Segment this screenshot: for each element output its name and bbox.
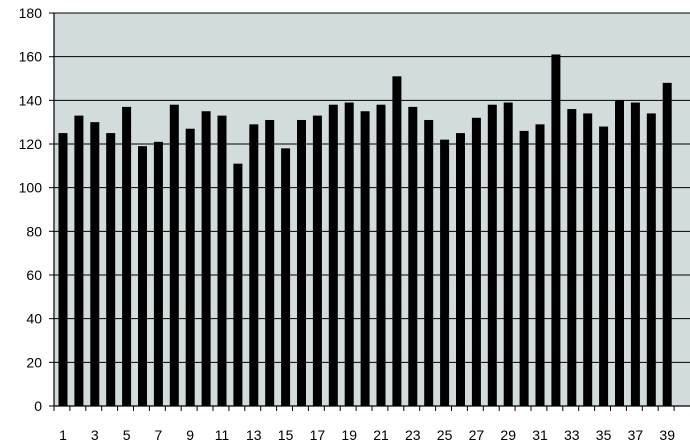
bar <box>567 109 577 407</box>
x-tick-label: 25 <box>437 427 453 443</box>
bar <box>185 128 195 406</box>
bar <box>535 124 545 406</box>
bar <box>74 115 84 406</box>
bar <box>408 106 418 406</box>
x-tick-label: 19 <box>341 427 357 443</box>
bar <box>328 104 338 406</box>
bar <box>503 102 513 407</box>
x-tick-label: 29 <box>500 427 516 443</box>
plot-area <box>54 13 690 406</box>
bar <box>153 141 163 407</box>
x-tick-label: 31 <box>532 427 548 443</box>
bar <box>583 113 593 406</box>
bar <box>662 82 672 406</box>
bar <box>138 146 147 406</box>
y-tick-label: 60 <box>26 267 42 283</box>
bar <box>471 117 481 407</box>
bar <box>615 100 624 406</box>
bar <box>360 111 370 406</box>
bar <box>169 104 179 406</box>
bar <box>424 119 434 406</box>
x-axis-tick-labels: 1 3 5 7 9 11 13 15 17 19 21 23 25 27 29 31 33 35 37 39 <box>59 427 675 443</box>
x-tick-label: 33 <box>564 427 580 443</box>
y-tick-label: 80 <box>26 223 42 239</box>
bar <box>265 119 275 406</box>
x-tick-label: 5 <box>123 427 131 443</box>
x-tick-label: 7 <box>155 427 163 443</box>
x-tick-label: 9 <box>186 427 194 443</box>
bar <box>519 130 529 406</box>
y-axis-tick-labels: 0 20 40 60 80 100 120 140 160 180 <box>19 5 43 414</box>
bar <box>233 163 243 406</box>
bar <box>456 133 465 407</box>
y-tick-label: 120 <box>19 136 43 152</box>
x-tick-label: 39 <box>659 427 675 443</box>
x-tick-label: 13 <box>246 427 262 443</box>
y-tick-label: 20 <box>26 354 42 370</box>
axes <box>53 13 690 411</box>
y-tick-label: 40 <box>26 311 42 327</box>
x-tick-label: 11 <box>215 427 230 443</box>
bar <box>281 148 291 406</box>
x-tick-label: 3 <box>91 427 99 443</box>
bar <box>106 133 116 407</box>
x-tick-label: 37 <box>628 427 644 443</box>
bar <box>122 106 132 406</box>
y-tick-label: 140 <box>19 92 43 108</box>
bar <box>440 139 450 406</box>
bar <box>217 115 227 406</box>
bar <box>551 54 561 406</box>
bar <box>344 102 354 407</box>
x-tick-label: 27 <box>469 427 485 443</box>
bar <box>376 104 386 406</box>
bar <box>646 113 656 406</box>
bars <box>58 54 672 407</box>
bar <box>249 124 259 406</box>
x-tick-label: 21 <box>373 427 389 443</box>
bar <box>599 126 609 407</box>
y-tick-label: 100 <box>19 180 43 196</box>
x-tick-label: 23 <box>405 427 421 443</box>
x-tick-label: 35 <box>596 427 612 443</box>
y-tick-label: 0 <box>34 398 42 414</box>
x-tick-label: 15 <box>278 427 294 443</box>
bar <box>487 104 497 406</box>
bar <box>392 76 402 407</box>
bar <box>58 133 68 407</box>
x-tick-label: 17 <box>310 427 326 443</box>
y-tick-label: 160 <box>19 49 43 65</box>
bar <box>297 119 306 406</box>
bar <box>201 111 211 406</box>
bar <box>312 115 322 406</box>
x-tick-label: 1 <box>59 427 67 443</box>
bar <box>630 102 640 407</box>
bar <box>90 122 100 407</box>
y-tick-label: 180 <box>19 5 43 21</box>
